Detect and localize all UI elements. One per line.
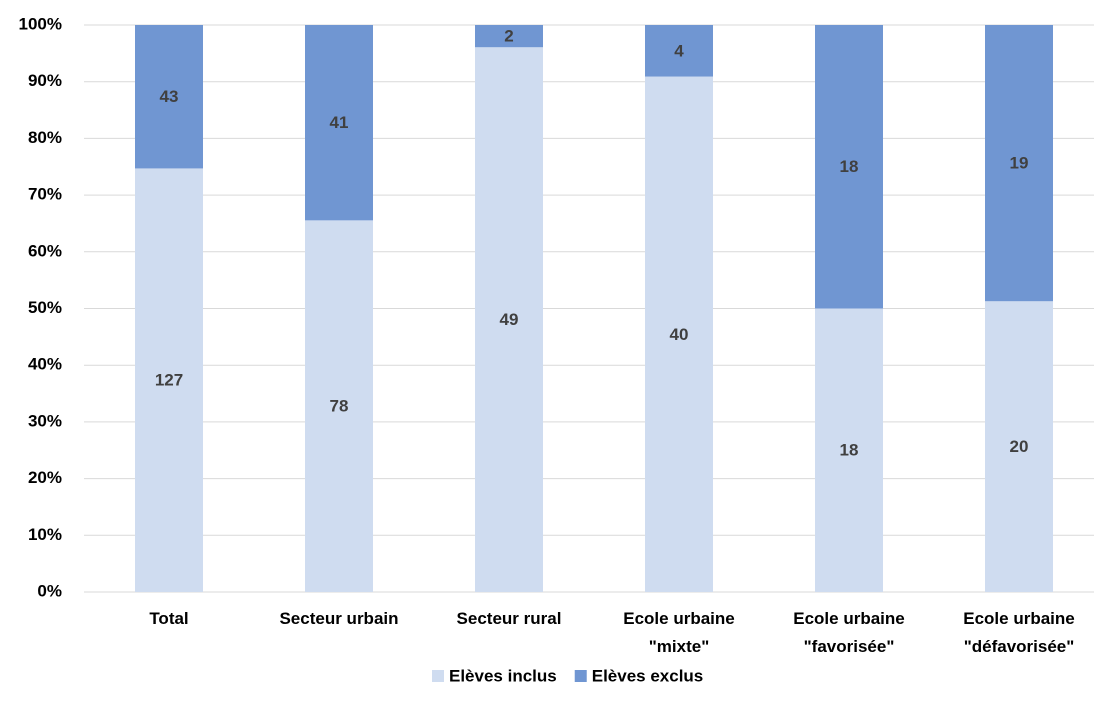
y-tick-label: 100% [19, 14, 62, 33]
legend-swatch [432, 670, 444, 682]
data-label: 40 [670, 325, 689, 344]
y-tick-label: 60% [28, 241, 62, 260]
bar-segment [645, 76, 713, 592]
data-label: 127 [155, 371, 183, 390]
data-label: 20 [1010, 437, 1029, 456]
bar-segment [985, 301, 1053, 592]
legend-swatch [574, 670, 587, 682]
y-tick-label: 70% [28, 185, 62, 204]
x-tick-label: Secteur urbain [279, 609, 398, 628]
y-tick-label: 0% [37, 581, 62, 600]
y-tick-label: 40% [28, 355, 62, 374]
legend-label: Elèves inclus [449, 666, 557, 685]
y-tick-label: 20% [28, 468, 62, 487]
x-tick-label: Ecole urbaine "mixte" [623, 609, 734, 656]
bar-segment [135, 168, 203, 592]
data-label: 19 [1010, 154, 1029, 173]
data-label: 18 [840, 441, 859, 460]
data-label: 41 [330, 113, 349, 132]
x-tick-label: Ecole urbaine "favorisée" [793, 609, 904, 656]
bar-segment [645, 25, 713, 77]
y-tick-label: 50% [28, 298, 62, 317]
x-tick-label: Ecole urbaine "défavorisée" [963, 609, 1074, 656]
x-tick-label: Secteur rural [457, 609, 562, 628]
bar-segment [305, 25, 373, 221]
bar-segment [135, 25, 203, 169]
y-tick-label: 80% [28, 128, 62, 147]
data-label: 4 [674, 41, 684, 60]
data-label: 49 [500, 310, 519, 329]
bar-segment [475, 47, 543, 593]
data-label: 78 [330, 397, 349, 416]
data-label: 18 [840, 157, 859, 176]
bar-segment [475, 25, 543, 48]
y-tick-label: 90% [28, 71, 62, 90]
legend-label: Elèves exclus [592, 666, 704, 685]
bar-segment [305, 220, 373, 592]
data-label: 43 [160, 87, 179, 106]
data-label: 2 [504, 27, 513, 46]
x-tick-label: Total [149, 609, 188, 628]
bar-segment [815, 308, 883, 592]
y-tick-label: 30% [28, 411, 62, 430]
bar-segment [985, 25, 1053, 302]
y-tick-label: 10% [28, 525, 62, 544]
bar-segment [815, 25, 883, 309]
